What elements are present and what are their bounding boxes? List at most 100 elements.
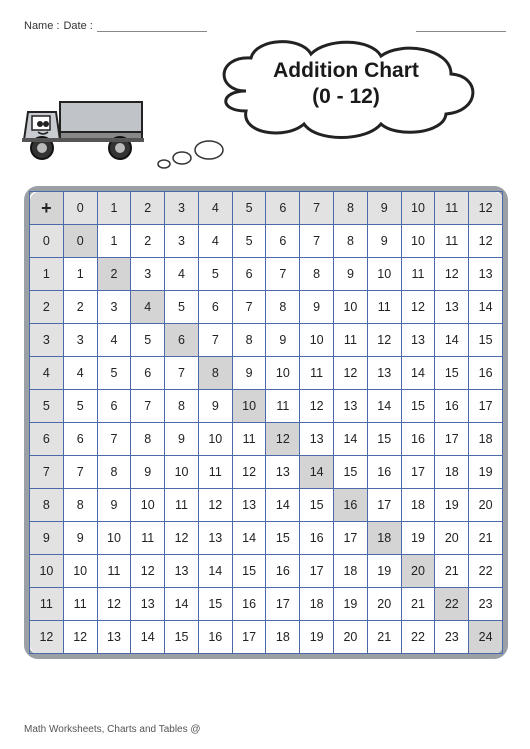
table-cell: 21 xyxy=(367,621,401,654)
col-header: 3 xyxy=(165,192,199,225)
table-cell: 15 xyxy=(334,456,368,489)
row-header: 9 xyxy=(30,522,64,555)
table-cell: 19 xyxy=(469,456,503,489)
table-cell: 19 xyxy=(334,588,368,621)
table-cell: 14 xyxy=(401,357,435,390)
table-cell: 10 xyxy=(367,258,401,291)
table-cell: 12 xyxy=(165,522,199,555)
table-cell: 8 xyxy=(63,489,97,522)
title-line1: Addition Chart xyxy=(216,58,476,84)
table-cell: 11 xyxy=(334,324,368,357)
table-cell: 7 xyxy=(97,423,131,456)
table-cell: 7 xyxy=(300,225,334,258)
table-cell: 14 xyxy=(232,522,266,555)
table-cell: 15 xyxy=(401,390,435,423)
table-cell: 13 xyxy=(232,489,266,522)
table-cell: 13 xyxy=(367,357,401,390)
table-cell: 6 xyxy=(165,324,199,357)
table-cell: 22 xyxy=(401,621,435,654)
table-corner: + xyxy=(30,192,64,225)
table-cell: 5 xyxy=(97,357,131,390)
table-cell: 9 xyxy=(63,522,97,555)
table-cell: 11 xyxy=(266,390,300,423)
table-cell: 14 xyxy=(165,588,199,621)
table-cell: 7 xyxy=(198,324,232,357)
table-cell: 23 xyxy=(435,621,469,654)
table-cell: 8 xyxy=(266,291,300,324)
table-cell: 11 xyxy=(300,357,334,390)
col-header: 2 xyxy=(131,192,165,225)
table-cell: 11 xyxy=(165,489,199,522)
table-cell: 21 xyxy=(469,522,503,555)
table-cell: 13 xyxy=(97,621,131,654)
table-cell: 17 xyxy=(266,588,300,621)
table-cell: 12 xyxy=(63,621,97,654)
header-row: Name : Date : xyxy=(24,20,506,32)
chart-frame: +012345678910111200123456789101112112345… xyxy=(24,186,508,659)
table-cell: 19 xyxy=(435,489,469,522)
table-cell: 18 xyxy=(469,423,503,456)
table-cell: 11 xyxy=(63,588,97,621)
row-header: 6 xyxy=(30,423,64,456)
table-cell: 18 xyxy=(401,489,435,522)
table-cell: 22 xyxy=(469,555,503,588)
table-cell: 20 xyxy=(367,588,401,621)
table-cell: 14 xyxy=(300,456,334,489)
table-cell: 6 xyxy=(232,258,266,291)
table-cell: 13 xyxy=(300,423,334,456)
table-cell: 14 xyxy=(367,390,401,423)
name-date-underline xyxy=(97,20,207,32)
table-cell: 14 xyxy=(469,291,503,324)
table-cell: 11 xyxy=(131,522,165,555)
name-label: Name : xyxy=(24,20,59,32)
row-header: 11 xyxy=(30,588,64,621)
table-cell: 10 xyxy=(131,489,165,522)
table-cell: 19 xyxy=(367,555,401,588)
col-header: 5 xyxy=(232,192,266,225)
table-cell: 21 xyxy=(435,555,469,588)
col-header: 7 xyxy=(300,192,334,225)
table-cell: 19 xyxy=(401,522,435,555)
table-cell: 2 xyxy=(97,258,131,291)
table-cell: 9 xyxy=(334,258,368,291)
table-cell: 20 xyxy=(435,522,469,555)
table-cell: 16 xyxy=(469,357,503,390)
table-cell: 15 xyxy=(367,423,401,456)
table-cell: 4 xyxy=(131,291,165,324)
table-cell: 8 xyxy=(97,456,131,489)
table-cell: 3 xyxy=(165,225,199,258)
table-cell: 7 xyxy=(266,258,300,291)
table-cell: 13 xyxy=(401,324,435,357)
table-cell: 6 xyxy=(131,357,165,390)
footer-text: Math Worksheets, Charts and Tables @ xyxy=(24,724,201,735)
table-cell: 9 xyxy=(367,225,401,258)
table-cell: 18 xyxy=(300,588,334,621)
table-cell: 7 xyxy=(165,357,199,390)
title-area: Addition Chart (0 - 12) xyxy=(24,36,506,176)
table-cell: 9 xyxy=(165,423,199,456)
col-header: 10 xyxy=(401,192,435,225)
table-cell: 0 xyxy=(63,225,97,258)
table-cell: 8 xyxy=(131,423,165,456)
table-cell: 18 xyxy=(266,621,300,654)
table-cell: 13 xyxy=(266,456,300,489)
table-cell: 10 xyxy=(165,456,199,489)
table-cell: 7 xyxy=(131,390,165,423)
col-header: 0 xyxy=(63,192,97,225)
right-underline xyxy=(416,20,506,32)
table-cell: 6 xyxy=(266,225,300,258)
table-cell: 12 xyxy=(334,357,368,390)
table-cell: 7 xyxy=(63,456,97,489)
table-cell: 17 xyxy=(469,390,503,423)
table-cell: 17 xyxy=(435,423,469,456)
table-cell: 12 xyxy=(367,324,401,357)
table-cell: 17 xyxy=(334,522,368,555)
table-cell: 5 xyxy=(198,258,232,291)
table-cell: 17 xyxy=(232,621,266,654)
table-cell: 16 xyxy=(198,621,232,654)
col-header: 1 xyxy=(97,192,131,225)
table-cell: 13 xyxy=(165,555,199,588)
table-cell: 6 xyxy=(198,291,232,324)
table-cell: 2 xyxy=(63,291,97,324)
col-header: 4 xyxy=(198,192,232,225)
